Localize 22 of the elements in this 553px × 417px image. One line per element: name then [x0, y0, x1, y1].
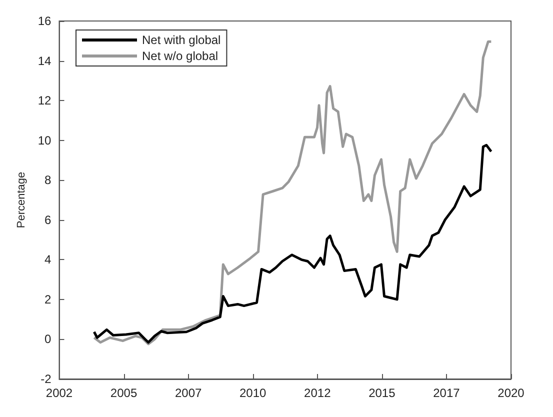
x-tick-label: 2005	[110, 386, 138, 400]
y-tick-label: 8	[44, 173, 52, 188]
x-tick-label: 2010	[239, 386, 267, 400]
x-tick-label: 2020	[498, 386, 525, 400]
y-tick-label: 12	[38, 94, 52, 108]
y-axis-title: Percentage	[16, 172, 28, 228]
y-tick-label: -2	[40, 372, 52, 386]
y-tick-label: 0	[44, 332, 52, 346]
x-tick-label: 2007	[174, 386, 202, 400]
y-tick-label: 16	[38, 14, 52, 28]
y-tick-label: 4	[44, 252, 52, 267]
legend-label: Net w/o global	[142, 49, 218, 63]
y-tick-label: 6	[44, 212, 52, 227]
y-tick-label: 2	[44, 292, 52, 306]
x-tick-label: 2012	[304, 386, 332, 400]
line-series	[92, 144, 492, 344]
x-tick-label: 2002	[46, 386, 73, 400]
y-tick-label: 10	[38, 133, 52, 148]
x-tick-label: 2017	[433, 386, 460, 400]
legend-label: Net with global	[142, 33, 221, 47]
x-tick-label: 2015	[368, 386, 396, 400]
y-tick-label: 14	[38, 54, 52, 68]
